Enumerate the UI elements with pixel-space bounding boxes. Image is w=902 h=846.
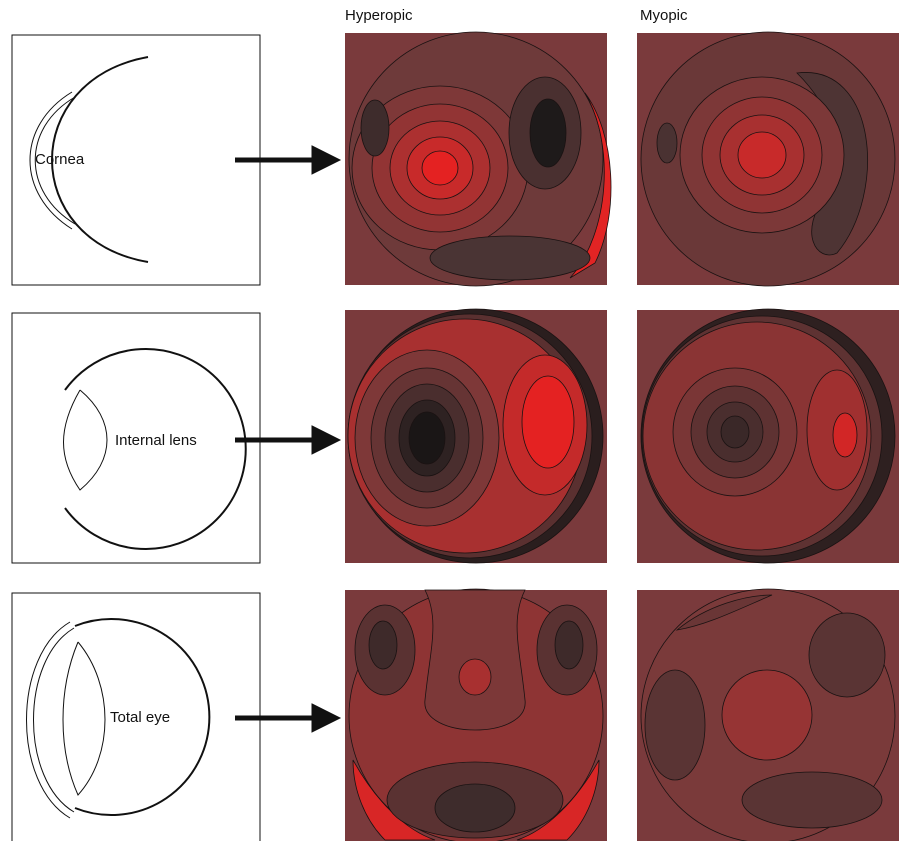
contour-map <box>637 32 899 286</box>
contour-map <box>345 32 611 286</box>
column-header: Hyperopic <box>345 7 413 24</box>
row-label: Total eye <box>110 709 170 726</box>
contour-map <box>637 309 899 563</box>
figure: Hyperopic Myopic Cornea Internal lens To… <box>0 0 902 841</box>
contour-map <box>345 589 607 841</box>
arrows <box>235 146 340 732</box>
row-label: Cornea <box>35 151 85 168</box>
row-label: Internal lens <box>115 432 197 449</box>
contour-map <box>345 309 607 563</box>
column-header: Myopic <box>640 7 688 24</box>
contour-map <box>637 589 899 841</box>
